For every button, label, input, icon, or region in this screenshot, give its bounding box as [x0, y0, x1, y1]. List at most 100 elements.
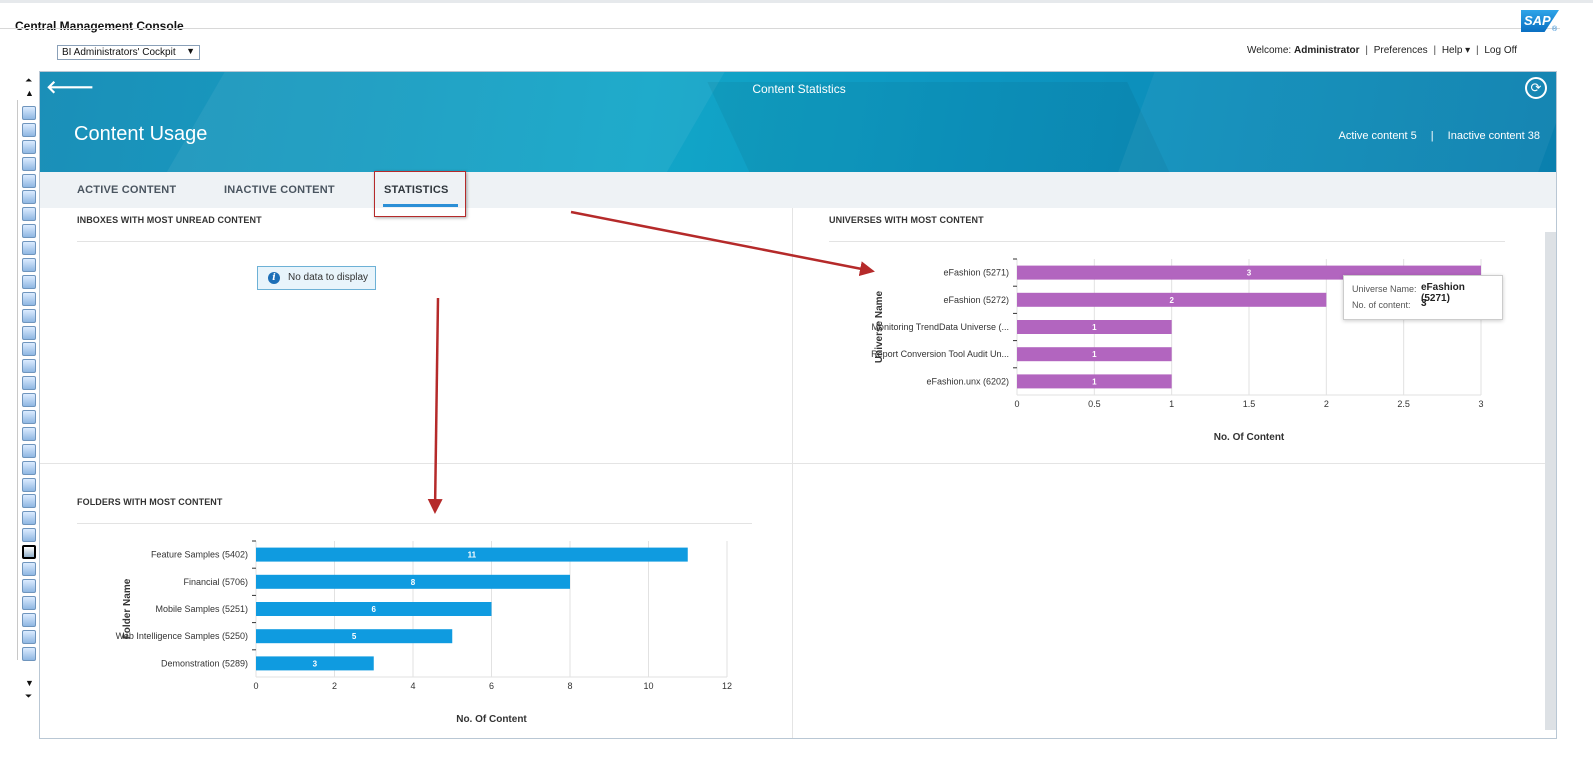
toolbar-tool-icon[interactable]: [22, 122, 36, 137]
toolbar-tool-icon[interactable]: [22, 443, 36, 458]
tab-active-content[interactable]: ACTIVE CONTENT: [77, 184, 177, 196]
logoff-link[interactable]: Log Off: [1484, 45, 1517, 56]
toolbar-tool-icon[interactable]: [22, 156, 36, 171]
scroll-down-icon[interactable]: ▼: [25, 678, 34, 688]
folders-chart-data-label: 6: [372, 605, 377, 614]
toolbar-tool-icon[interactable]: [22, 545, 36, 560]
folders-chart-y-axis-title: Folder Name: [122, 578, 133, 639]
folders-chart-tick-label: 8: [567, 681, 572, 691]
toolbar-tool-icon[interactable]: [22, 426, 36, 441]
toolbar-tool-icon[interactable]: [22, 274, 36, 289]
tooltip-name-label: Universe Name:: [1352, 284, 1417, 294]
toolbar-tool-icon[interactable]: [22, 359, 36, 374]
folders-chart-data-label: 8: [411, 578, 416, 587]
toolbar-tool-icon[interactable]: [22, 106, 36, 120]
app-title: Central Management Console: [15, 19, 184, 33]
no-data-message: i No data to display: [257, 266, 376, 290]
welcome-label: Welcome:: [1246, 45, 1292, 56]
toolbar-tool-icon[interactable]: [22, 629, 36, 644]
scroll-up-icon[interactable]: ▲: [25, 88, 34, 98]
universes-chart-tick-label: 2: [1324, 399, 1329, 409]
toolbar-tool-icon[interactable]: [22, 578, 36, 593]
toolbar-tool-icon[interactable]: [22, 258, 36, 273]
column-divider: [792, 208, 793, 738]
universes-chart-category-label: Monitoring TrendData Universe (...: [871, 322, 1009, 332]
arrow-left-icon[interactable]: 🡐: [46, 77, 95, 97]
toolbar-tool-icon[interactable]: [22, 528, 36, 543]
toolbar-tool-icon[interactable]: [22, 139, 36, 154]
dropdown-arrow-icon: ▼: [186, 46, 195, 56]
toolbar-tool-icon[interactable]: [22, 511, 36, 526]
toolbar-tool-icon[interactable]: [22, 173, 36, 188]
hero-banner: Content Statistics 🡐 ⟳ Content Usage Act…: [40, 72, 1556, 172]
tab-bar: ACTIVE CONTENT INACTIVE CONTENT STATISTI…: [40, 172, 1556, 208]
toolbar-tool-icon[interactable]: [22, 291, 36, 306]
toolbar-tool-icon[interactable]: [22, 241, 36, 256]
toolbar-tool-icon[interactable]: [22, 376, 36, 391]
sap-logo-text: SAP: [1524, 13, 1551, 28]
universes-chart-category-label: Report Conversion Tool Audit Un...: [871, 349, 1009, 359]
folders-chart-data-label: 11: [468, 551, 477, 560]
tab-statistics[interactable]: STATISTICS: [384, 184, 449, 196]
universes-chart-x-axis-title: No. Of Content: [1214, 432, 1285, 443]
toolbar-tool-icon[interactable]: [22, 562, 36, 577]
active-content-count: Active content 5: [1338, 130, 1417, 142]
universes-chart-bar: [1017, 292, 1327, 307]
toolbar-tool-icon[interactable]: [22, 460, 36, 475]
toolbar-tool-icon[interactable]: [22, 612, 36, 627]
hero-subtitle: Content Statistics: [752, 82, 846, 96]
toolbar-tool-icon[interactable]: [22, 342, 36, 357]
top-strip: [0, 0, 1593, 3]
help-menu[interactable]: Help ▾: [1441, 45, 1471, 56]
scrollbar[interactable]: [1545, 232, 1556, 730]
folders-chart-bar: [256, 629, 453, 644]
tooltip-count-label: No. of content:: [1352, 300, 1411, 310]
folders-chart-bar: [256, 574, 570, 589]
toolbar-tool-icon[interactable]: [22, 308, 36, 323]
tab-inactive-content[interactable]: INACTIVE CONTENT: [224, 184, 335, 196]
no-data-text: No data to display: [288, 272, 369, 283]
scroll-bottom-icon[interactable]: ⏷: [25, 691, 33, 701]
folders-chart-tick-label: 4: [410, 681, 415, 691]
toolbar-tool-icon[interactable]: [22, 190, 36, 205]
page-title: Content Usage: [74, 123, 208, 145]
scroll-top-icon[interactable]: ⏶: [25, 75, 33, 85]
universes-chart-tick-label: 1.5: [1243, 399, 1256, 409]
main-panel: Content Statistics 🡐 ⟳ Content Usage Act…: [39, 71, 1557, 739]
tab-selected-indicator: [383, 204, 458, 207]
toolbar-tool-icon[interactable]: [22, 410, 36, 425]
universes-chart-data-label: 1: [1092, 323, 1097, 332]
universes-chart-bar: [1017, 320, 1172, 334]
universes-chart-data-label: 3: [1247, 269, 1252, 278]
inboxes-section-title: INBOXES WITH MOST UNREAD CONTENT: [77, 215, 262, 225]
toolbar-tool-icon[interactable]: [22, 207, 36, 222]
annotation-highlight-box: [374, 171, 466, 217]
cockpit-select[interactable]: BI Administrators' Cockpit ▼: [57, 45, 200, 60]
folders-section-title: FOLDERS WITH MOST CONTENT: [77, 497, 223, 507]
universes-chart-category-label: eFashion.unx (6202): [926, 376, 1009, 386]
title-divider: [0, 28, 1560, 29]
toolbar-tool-icon[interactable]: [22, 325, 36, 340]
toolbar-tool-icon[interactable]: [22, 595, 36, 610]
universes-chart-y-axis-title: Universe Name: [874, 290, 885, 363]
cockpit-select-value: BI Administrators' Cockpit: [62, 47, 176, 58]
user-bar: Welcome: Administrator | Preferences | H…: [1246, 45, 1517, 56]
toolbar-divider: [17, 100, 18, 660]
toolbar-tool-icon[interactable]: [22, 477, 36, 492]
folders-chart-category-label: Web Intelligence Samples (5250): [116, 631, 248, 641]
toolbar-tool-icon[interactable]: [22, 224, 36, 239]
universes-chart-data-label: 1: [1092, 377, 1097, 386]
folders-chart-bar: [256, 602, 492, 616]
toolbar-tool-icon[interactable]: [22, 494, 36, 509]
refresh-icon[interactable]: ⟳: [1525, 77, 1547, 99]
toolbar-tool-icon[interactable]: [22, 393, 36, 408]
folders-chart-category-label: Feature Samples (5402): [151, 550, 248, 560]
universes-chart-bar: [1017, 374, 1172, 389]
universes-chart-tick-label: 0.5: [1088, 399, 1101, 409]
universes-chart-bar: [1017, 347, 1172, 362]
toolbar-tool-icon[interactable]: [22, 646, 36, 661]
inactive-content-count: Inactive content 38: [1447, 130, 1540, 142]
preferences-link[interactable]: Preferences: [1373, 45, 1428, 56]
